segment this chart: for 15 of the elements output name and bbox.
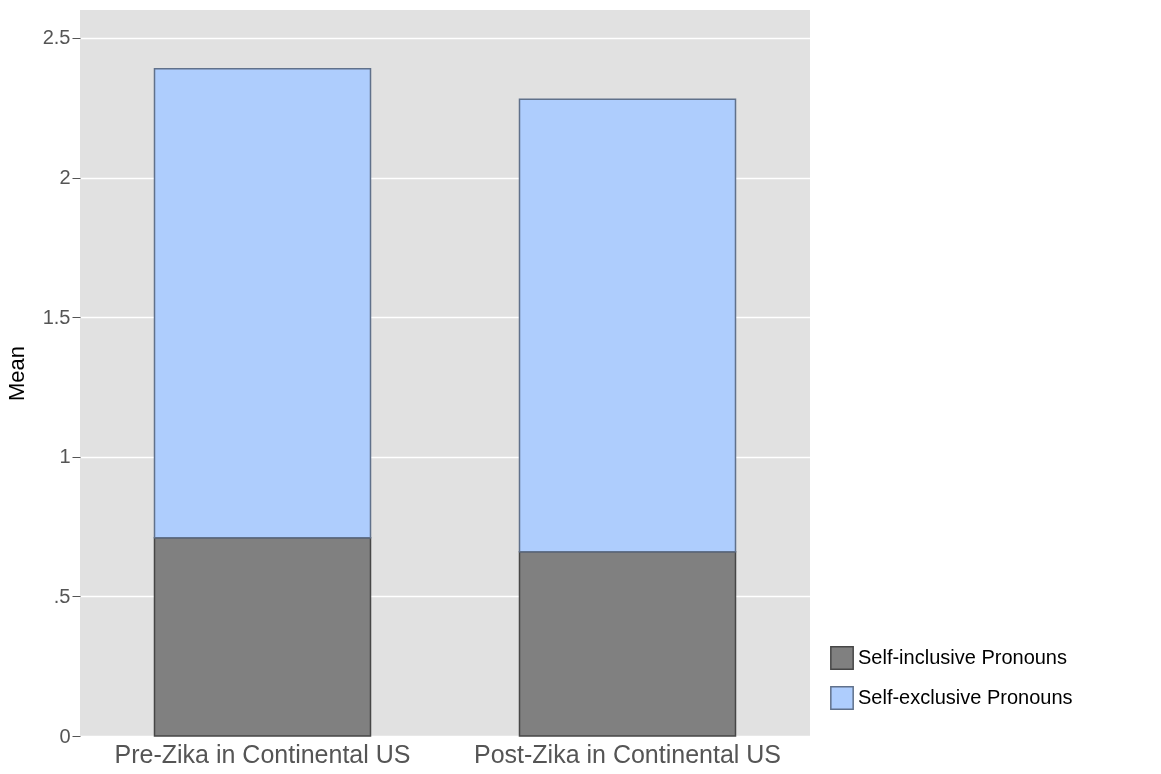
bar bbox=[518, 550, 737, 737]
y-tick-label: .5 bbox=[53, 584, 71, 607]
bar bbox=[153, 67, 372, 539]
x-tick-label: Pre-Zika in Continental US bbox=[114, 739, 411, 768]
x-tick-label: Post-Zika in Continental US bbox=[473, 739, 782, 768]
y-axis-title: Mean bbox=[3, 345, 29, 402]
bar bbox=[153, 537, 372, 737]
y-tick-label: 1 bbox=[59, 445, 71, 468]
legend-label: Self-exclusive Pronouns bbox=[858, 686, 1073, 708]
y-tick-label: 1.5 bbox=[42, 305, 71, 328]
y-tick-label: 2.5 bbox=[42, 26, 71, 49]
bar bbox=[518, 98, 737, 553]
y-tick-label: 0 bbox=[59, 724, 71, 747]
y-tick-label: 2 bbox=[59, 166, 71, 189]
legend-label: Self-inclusive Pronouns bbox=[858, 646, 1067, 668]
